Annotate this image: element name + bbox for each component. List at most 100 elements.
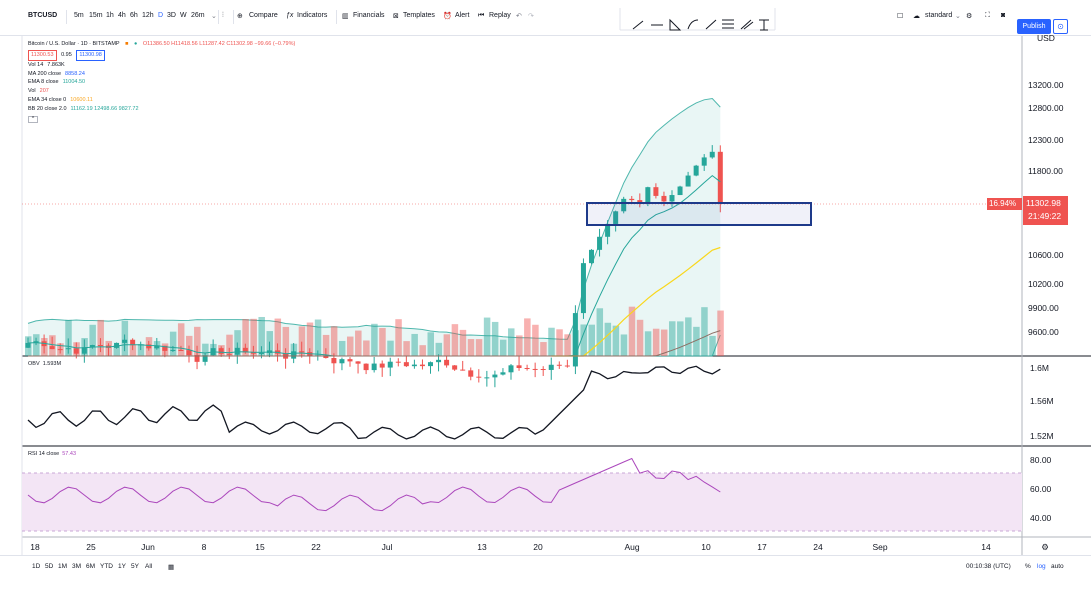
fullscreen-toggle-icon[interactable]: ☐ xyxy=(897,13,904,20)
time-axis-settings-icon[interactable]: ⚙ xyxy=(1041,542,1049,552)
range-5y-button[interactable]: 5Y xyxy=(131,563,139,570)
range-6m-button[interactable]: 6M xyxy=(86,563,96,570)
auto-scale-toggle[interactable]: auto xyxy=(1051,563,1064,570)
brush-icon[interactable] xyxy=(705,19,717,30)
financials-icon[interactable]: ▥ xyxy=(342,13,349,20)
alarm-clock-icon[interactable]: ⏰ xyxy=(443,13,452,20)
trend-line-icon[interactable] xyxy=(632,20,644,30)
interval-4h-button[interactable]: 4h xyxy=(118,12,126,19)
obv-pane-title[interactable]: OBV 1.593M xyxy=(28,361,61,367)
volume-bar xyxy=(644,331,652,356)
log-scale-toggle[interactable]: log xyxy=(1037,563,1046,570)
publish-menu-icon[interactable]: ⊙ xyxy=(1053,19,1068,34)
price-axis-currency[interactable]: USD xyxy=(1037,33,1055,43)
rsi-axis-tick: 60.00 xyxy=(1030,484,1052,494)
price-axis-tick: 10600.00 xyxy=(1028,250,1064,260)
candle-body xyxy=(564,365,570,367)
volume-bar xyxy=(660,329,668,356)
volume-bar xyxy=(709,335,716,356)
financials-button[interactable]: Financials xyxy=(353,12,385,19)
interval-6h-button[interactable]: 6h xyxy=(130,12,138,19)
candle-body xyxy=(339,359,345,364)
range-all-button[interactable]: All xyxy=(145,563,153,570)
range-1d-button[interactable]: 1D xyxy=(32,563,41,570)
candle-body xyxy=(371,363,377,371)
indicator-row[interactable]: BB 20 close 2.0 11162.19 12498.66 9827.72 xyxy=(28,105,299,114)
symbol-title[interactable]: Bitcoin / U.S. Dollar · 1D · BITSTAMP xyxy=(28,41,120,47)
publish-button[interactable]: Publish xyxy=(1017,19,1051,34)
indicator-row[interactable]: MA 200 close 8858.24 xyxy=(28,70,299,79)
percent-scale-toggle[interactable]: % xyxy=(1025,563,1031,570)
buy-price-button[interactable]: 11300.98 xyxy=(76,49,105,61)
time-axis-label: 22 xyxy=(311,542,321,552)
camera-icon[interactable]: ◙ xyxy=(1001,12,1006,19)
range-1m-button[interactable]: 1M xyxy=(58,563,68,570)
curve-icon[interactable] xyxy=(687,19,699,30)
range-1y-button[interactable]: 1Y xyxy=(118,563,126,570)
goto-date-icon[interactable]: ▦ xyxy=(168,564,175,571)
utc-clock[interactable]: 00:10:38 (UTC) xyxy=(966,563,1011,570)
candle-body xyxy=(379,363,385,368)
sell-price-button[interactable]: 11300.53 xyxy=(28,49,57,61)
volume-bar xyxy=(411,333,418,356)
pen-icon[interactable] xyxy=(740,19,754,30)
templates-icon[interactable]: ⊠ xyxy=(393,13,399,20)
volume-bar xyxy=(443,334,451,356)
bar-style-icon[interactable]: ⫶ xyxy=(222,12,224,19)
gear-icon[interactable]: ⚙ xyxy=(966,13,973,20)
range-3m-button[interactable]: 3M xyxy=(72,563,82,570)
alert-button[interactable]: Alert xyxy=(455,12,470,19)
compare-icon[interactable]: ⊕ xyxy=(237,13,243,20)
chevron-down-icon[interactable]: ⌄ xyxy=(211,13,217,20)
indicator-row[interactable]: EMA 34 close 0 10600.11 xyxy=(28,96,299,105)
indicators-button[interactable]: Indicators xyxy=(297,12,328,19)
range-5d-button[interactable]: 5D xyxy=(45,563,54,570)
rsi-title: RSI 14 close xyxy=(28,451,60,457)
obv-line xyxy=(27,365,721,440)
indicator-row[interactable]: EMA 8 close 11004.50 xyxy=(28,78,299,87)
templates-button[interactable]: Templates xyxy=(403,12,435,19)
compare-button[interactable]: Compare xyxy=(249,12,278,19)
candle-body xyxy=(162,345,168,351)
indicators-icon[interactable]: ƒx xyxy=(286,12,294,19)
volume-bar xyxy=(194,326,201,356)
text-tool-icon[interactable] xyxy=(759,19,769,31)
volume-bar xyxy=(459,329,467,356)
chevron-down-icon[interactable]: ⌄ xyxy=(955,13,961,20)
fib-icon[interactable] xyxy=(669,18,682,31)
cloud-icon[interactable]: ☁ xyxy=(913,13,920,20)
spread-value: 0.95 xyxy=(61,51,72,58)
replay-button[interactable]: Replay xyxy=(489,12,511,19)
measure-percent-label: 16.94% xyxy=(989,199,1017,208)
interval-1h-button[interactable]: 1h xyxy=(106,12,114,19)
interval-3d-button[interactable]: 3D xyxy=(167,12,176,19)
support-zone-rectangle[interactable] xyxy=(586,202,812,226)
volume-bar xyxy=(693,326,700,356)
time-axis-label: 17 xyxy=(757,542,767,552)
rsi-pane-title[interactable]: RSI 14 close 57.43 xyxy=(28,451,76,457)
indicator-value: 11004.50 xyxy=(62,79,86,86)
range-ytd-button[interactable]: YTD xyxy=(100,563,113,570)
indicator-row[interactable]: Vol 14 7.863K xyxy=(28,61,299,70)
interval-5m-button[interactable]: 5m xyxy=(74,12,84,19)
text-lines-icon[interactable] xyxy=(722,19,734,29)
indicator-row[interactable]: Vol 207 xyxy=(28,87,299,96)
interval-15m-button[interactable]: 15m xyxy=(89,12,103,19)
layout-dropdown[interactable]: standard xyxy=(925,12,953,19)
collapse-legend-icon[interactable]: ^ xyxy=(28,115,38,123)
interval-d-button[interactable]: D xyxy=(158,12,164,19)
last-price-badge xyxy=(1023,196,1068,225)
replay-icon[interactable]: ⏮ xyxy=(478,12,485,19)
candle-body xyxy=(49,346,55,350)
custom-interval-dropdown[interactable]: 26m xyxy=(191,12,205,19)
volume-bar xyxy=(556,329,563,356)
candle-body xyxy=(186,350,192,356)
toolbar-divider xyxy=(66,10,67,24)
redo-icon[interactable]: ↷ xyxy=(528,13,534,20)
undo-icon[interactable]: ↶ xyxy=(516,13,522,20)
fullscreen-icon[interactable]: ⛶ xyxy=(985,12,990,19)
symbol-search-button[interactable]: BTCUSD xyxy=(28,12,58,19)
interval-w-button[interactable]: W xyxy=(180,12,187,19)
interval-12h-button[interactable]: 12h xyxy=(142,12,154,19)
